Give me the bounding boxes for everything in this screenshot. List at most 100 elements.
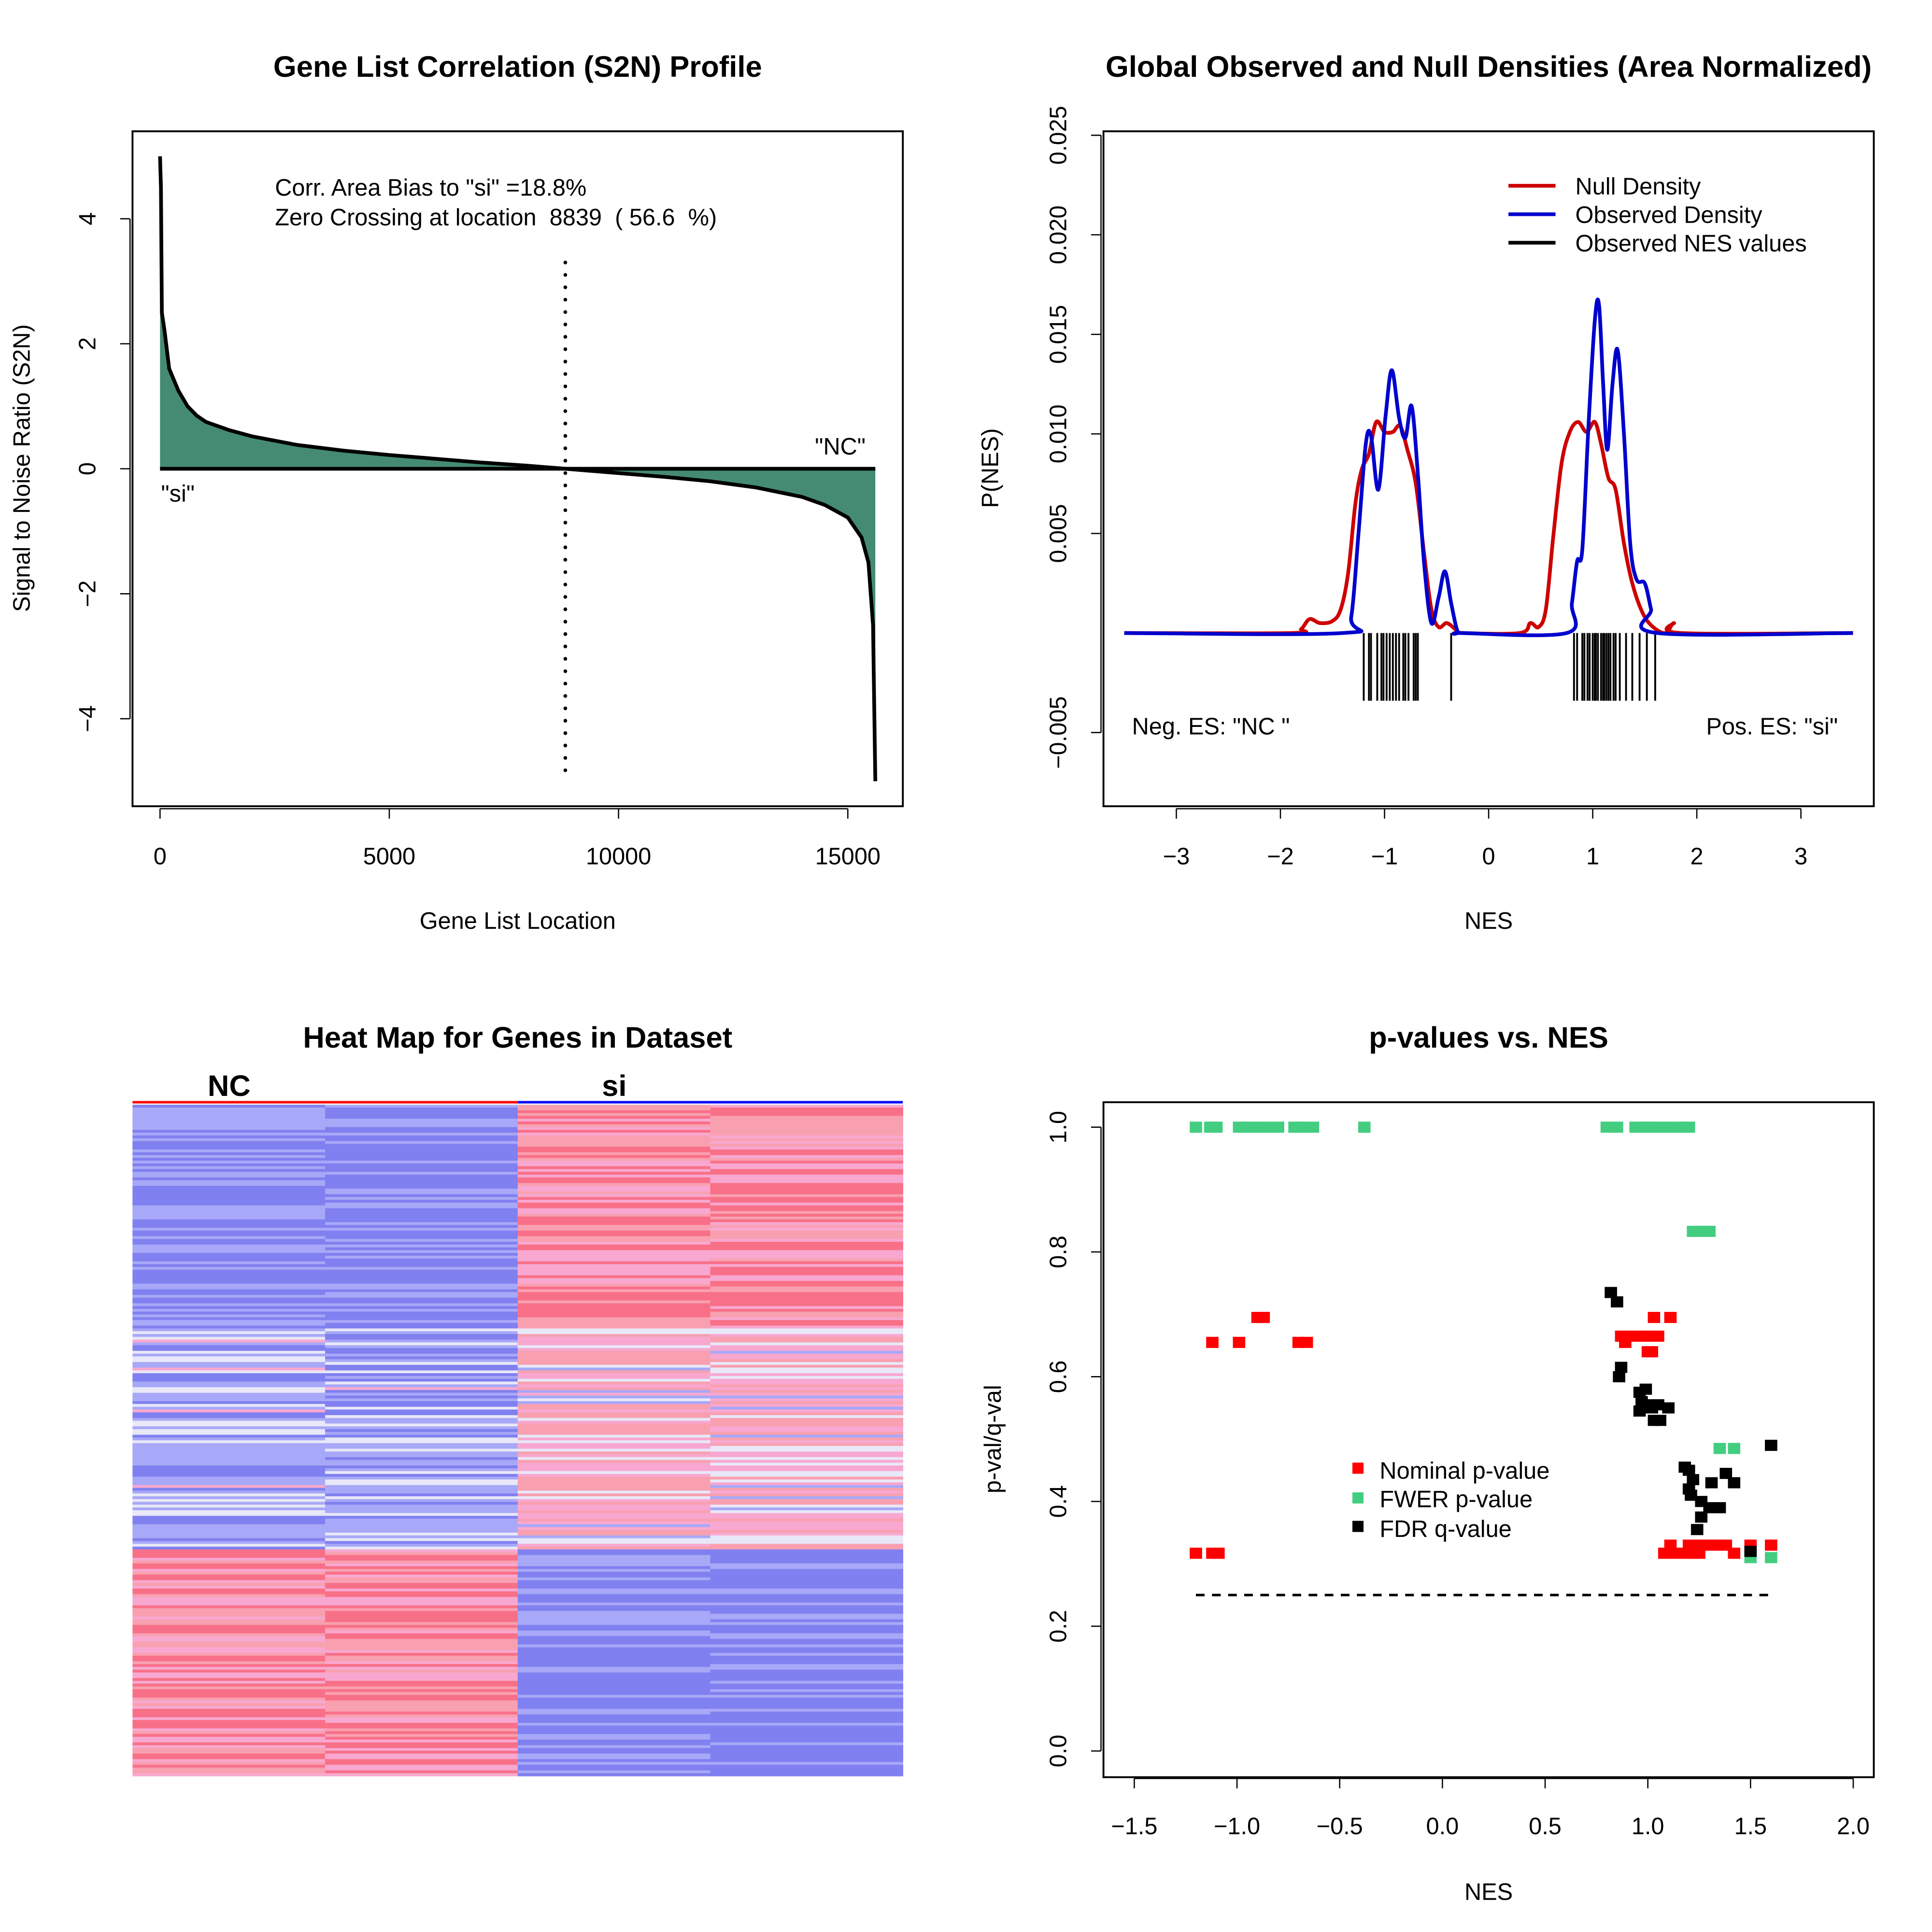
heatmap-cell (517, 1647, 711, 1651)
heatmap-cell (132, 1653, 326, 1656)
heatmap-cell (325, 1711, 518, 1715)
heatmap-cell (517, 1222, 711, 1225)
heatmap-cell (132, 1454, 326, 1458)
heatmap-cell (132, 1370, 326, 1374)
heatmap-cell (517, 1731, 711, 1734)
heatmap-cell (132, 1575, 326, 1578)
heatmap-cell (325, 1658, 518, 1662)
heatmap-cell (517, 1507, 711, 1511)
heatmap-cell (325, 1267, 518, 1270)
heatmap-cell (325, 1214, 518, 1217)
heatmap-cell (710, 1513, 903, 1517)
heatmap-cell (325, 1158, 518, 1161)
heatmap-cell (132, 1588, 326, 1592)
heatmap-cell (710, 1362, 903, 1365)
s2n-y-tick-label: 2 (74, 337, 100, 350)
heatmap-cell (132, 1191, 326, 1195)
heatmap-cell (325, 1133, 518, 1136)
heatmap-cell (132, 1708, 326, 1712)
heatmap-cell (517, 1247, 711, 1251)
heatmap-cell (710, 1519, 903, 1522)
heatmap-cell (710, 1502, 903, 1506)
heatmap-cell (710, 1255, 903, 1259)
heatmap-cell (710, 1533, 903, 1536)
heatmap-cell (517, 1636, 711, 1639)
heatmap-cell (325, 1764, 518, 1768)
heatmap-cell (325, 1694, 518, 1698)
pvalue-y-tick-label: 0.6 (1046, 1360, 1072, 1393)
heatmap-cell (325, 1105, 518, 1108)
heatmap-cell (132, 1188, 326, 1192)
heatmap-cell (325, 1644, 518, 1648)
heatmap-cell (325, 1121, 518, 1125)
heatmap-cell (517, 1124, 711, 1128)
heatmap-cell (517, 1437, 711, 1441)
heatmap-cell (132, 1250, 326, 1253)
heatmap-cell (132, 1619, 326, 1623)
heatmap-cell (710, 1647, 903, 1651)
heatmap-cell (710, 1457, 903, 1461)
heatmap-cell (325, 1703, 518, 1706)
heatmap-cell (132, 1667, 326, 1670)
heatmap-cell (325, 1219, 518, 1223)
heatmap-cell (517, 1759, 711, 1762)
heatmap-cell (517, 1147, 711, 1150)
fwer-p-point (1662, 1122, 1675, 1133)
heatmap-cell (132, 1158, 326, 1161)
heatmap-cell (710, 1597, 903, 1600)
heatmap-cell (517, 1443, 711, 1447)
legend-fwer-swatch (1352, 1492, 1364, 1504)
heatmap-cell (325, 1258, 518, 1262)
heatmap-cell (132, 1759, 326, 1762)
heatmap-cell (710, 1359, 903, 1363)
heatmap-cell (517, 1211, 711, 1214)
heatmap-cell (710, 1725, 903, 1729)
heatmap-cell (710, 1488, 903, 1492)
heatmap-cell (132, 1460, 326, 1463)
heatmap-cell (325, 1339, 518, 1343)
heatmap-cell (517, 1241, 711, 1245)
heatmap-cell (517, 1158, 711, 1161)
heatmap-cell (710, 1507, 903, 1511)
heatmap-cell (325, 1239, 518, 1242)
heatmap-cell (132, 1742, 326, 1746)
nc-end-label: "NC" (815, 434, 866, 460)
heatmap-cell (325, 1149, 518, 1153)
heatmap-cell (325, 1364, 518, 1368)
nominal-p-point (1190, 1548, 1202, 1559)
heatmap-cell (517, 1555, 711, 1559)
heatmap-cell (710, 1681, 903, 1684)
heatmap-cell (710, 1342, 903, 1346)
heatmap-cell (132, 1280, 326, 1284)
heatmap-cell (517, 1236, 711, 1239)
heatmap-cell (132, 1683, 326, 1687)
fwer-p-point (1611, 1122, 1623, 1133)
heatmap-cell (325, 1314, 518, 1318)
heatmap-cell (710, 1493, 903, 1497)
fwer-p-point (1307, 1122, 1320, 1133)
heatmap-cell (132, 1367, 326, 1371)
heatmap-cell (517, 1423, 711, 1427)
corr-area-bias-annotation: Corr. Area Bias to "si" =18.8% (275, 175, 586, 201)
nominal-p-point (1257, 1312, 1270, 1323)
heatmap-cell (710, 1600, 903, 1603)
heatmap-cell (710, 1219, 903, 1223)
heatmap-cell (517, 1421, 711, 1424)
heatmap-cell (132, 1247, 326, 1251)
heatmap-cell (710, 1655, 903, 1659)
heatmap-cell (517, 1736, 711, 1740)
heatmap-cell (132, 1334, 326, 1337)
heatmap-cell (517, 1488, 711, 1492)
heatmap-cell (710, 1616, 903, 1620)
heatmap-cell (710, 1739, 903, 1743)
heatmap-cell (325, 1482, 518, 1486)
heatmap-cell (132, 1149, 326, 1153)
fdr-q-point (1654, 1415, 1666, 1426)
heatmap-cell (325, 1533, 518, 1536)
heatmap-cell (517, 1258, 711, 1262)
heatmap-cell (710, 1669, 903, 1673)
heatmap-cell (710, 1188, 903, 1192)
heatmap-cell (132, 1482, 326, 1486)
heatmap-cell (325, 1477, 518, 1480)
heatmap-cell (325, 1672, 518, 1676)
